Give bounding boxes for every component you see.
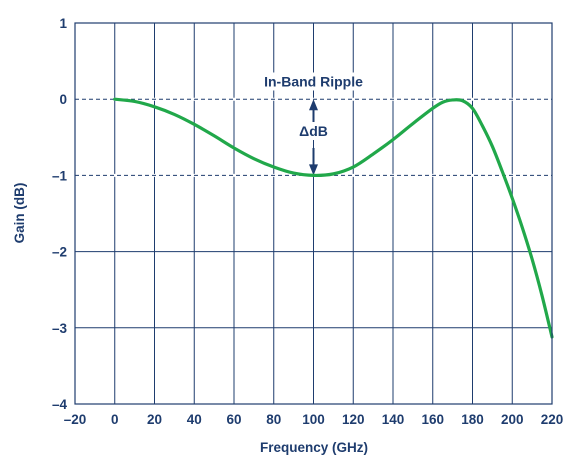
y-tick-label: –2 bbox=[52, 245, 67, 260]
y-tick-label: –4 bbox=[52, 397, 68, 412]
x-tick-label: 180 bbox=[461, 412, 484, 427]
delta-db-label: ΔdB bbox=[299, 123, 328, 139]
tick-labels: –20 0 20 40 60 80 100 120 140 160 180 200 220 1 0 –1 –2 –… bbox=[52, 16, 563, 427]
gain-curve bbox=[113, 97, 554, 339]
plot-frame bbox=[74, 22, 553, 405]
x-tick-label: 120 bbox=[342, 412, 365, 427]
y-tick-label: 0 bbox=[59, 92, 67, 107]
x-tick-label: 220 bbox=[541, 412, 564, 427]
x-tick-label: 100 bbox=[302, 412, 325, 427]
x-tick-label: 140 bbox=[382, 412, 405, 427]
x-tick-label: 80 bbox=[266, 412, 281, 427]
arrow-head-down bbox=[309, 164, 318, 176]
annotation-background bbox=[249, 72, 378, 91]
x-tick-label: 0 bbox=[111, 412, 119, 427]
in-band-ripple-label: In-Band Ripple bbox=[264, 73, 363, 89]
x-tick-label: 20 bbox=[147, 412, 162, 427]
x-tick-label: 60 bbox=[226, 412, 241, 427]
annotations: In-Band Ripple ΔdB bbox=[249, 72, 378, 141]
x-tick-label: 40 bbox=[187, 412, 202, 427]
x-tick-label: –20 bbox=[64, 412, 87, 427]
x-axis-title: Frequency (GHz) bbox=[260, 440, 368, 455]
y-axis-title: Gain (dB) bbox=[12, 183, 27, 244]
y-tick-label: –3 bbox=[52, 321, 68, 336]
y-tick-label: 1 bbox=[59, 16, 67, 31]
annotation-background bbox=[296, 122, 331, 141]
x-tick-label: 200 bbox=[501, 412, 524, 427]
ripple-arrow bbox=[309, 99, 318, 176]
x-tick-label: 160 bbox=[421, 412, 444, 427]
plot-border bbox=[74, 22, 553, 405]
arrow-head-up bbox=[309, 99, 318, 111]
y-tick-label: –1 bbox=[52, 168, 68, 183]
series-layer bbox=[113, 97, 554, 339]
